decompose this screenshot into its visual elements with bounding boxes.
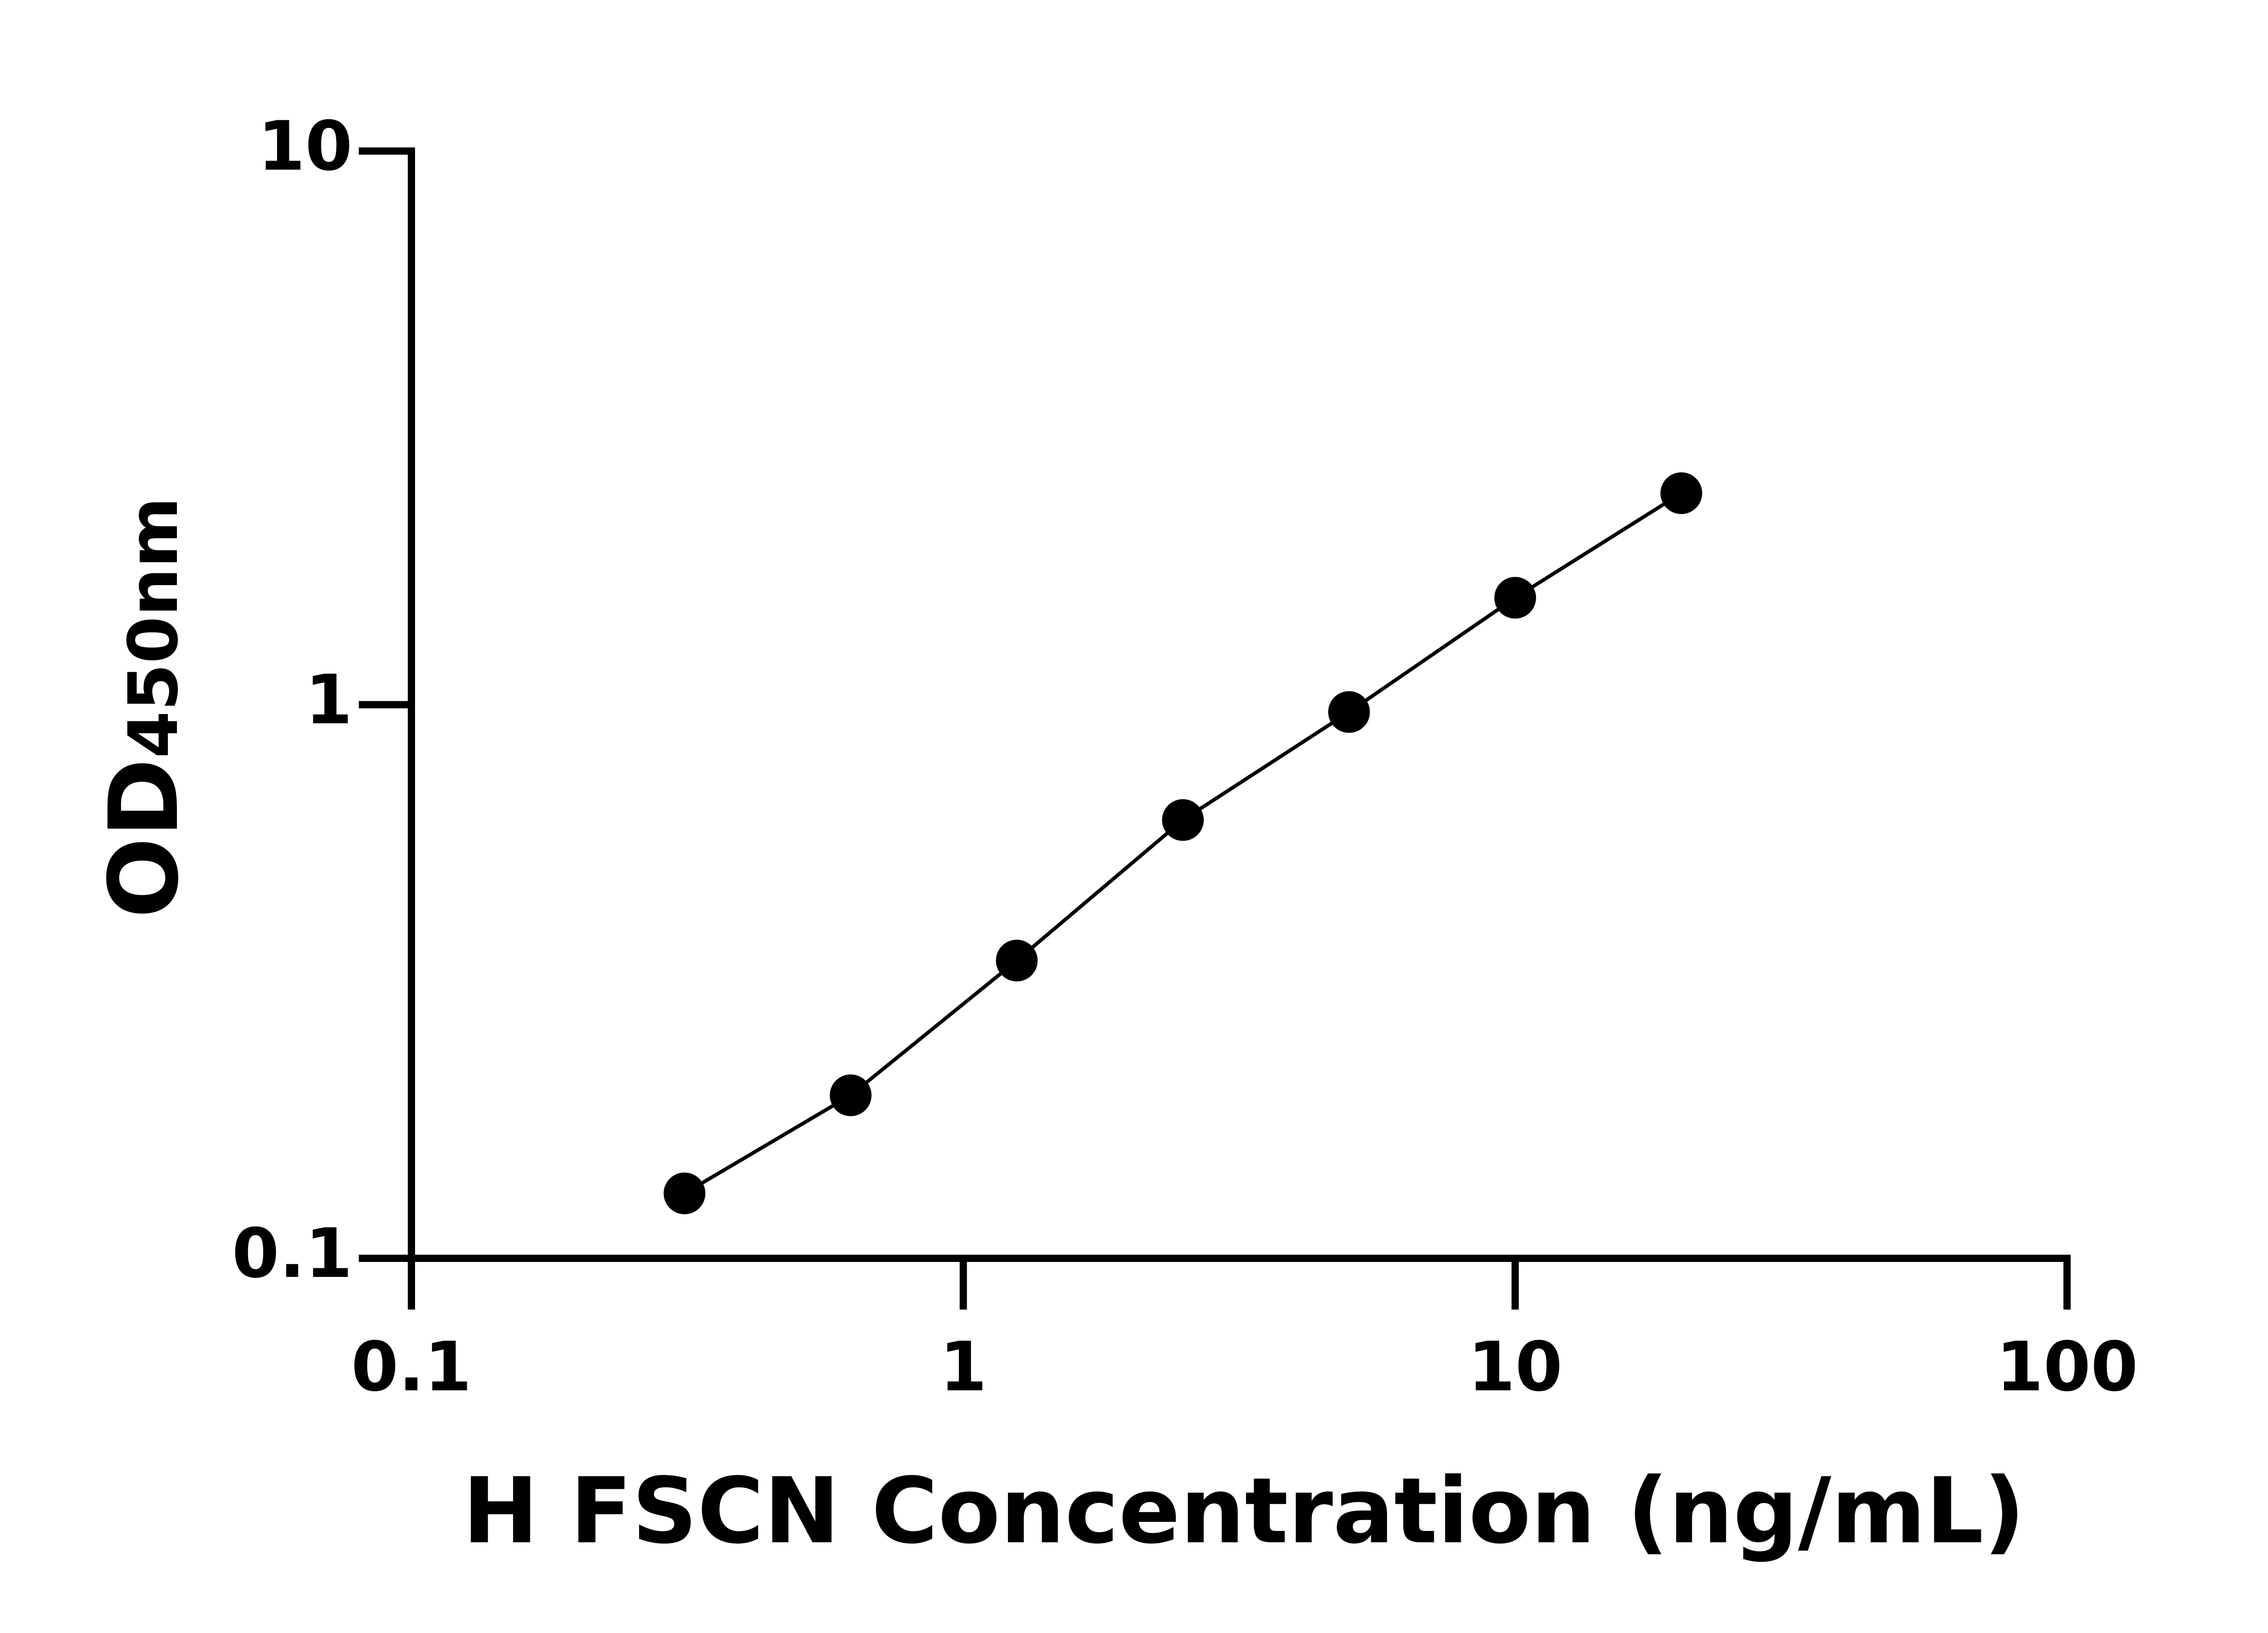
x-tick-label: 0.1 [351, 1328, 472, 1407]
x-tick-label: 100 [1996, 1328, 2138, 1407]
data-point [830, 1074, 872, 1116]
x-tick-label: 1 [939, 1328, 987, 1407]
data-point [1162, 799, 1204, 841]
x-tick-label: 10 [1468, 1328, 1563, 1407]
data-point [1660, 472, 1702, 514]
data-point [1328, 691, 1370, 733]
data-point [664, 1172, 706, 1214]
y-tick-label: 10 [258, 107, 352, 186]
y-tick-label: 0.1 [232, 1214, 352, 1293]
data-point [1494, 577, 1536, 619]
y-tick-label: 1 [305, 661, 352, 740]
y-axis-title-main: OD [88, 758, 200, 919]
y-axis-title: OD450nm [88, 497, 200, 918]
y-axis-title-sub: 450nm [114, 497, 193, 758]
x-axis-title: H FSCN Concentration (ng/mL) [463, 1458, 2025, 1564]
data-point [996, 939, 1038, 982]
